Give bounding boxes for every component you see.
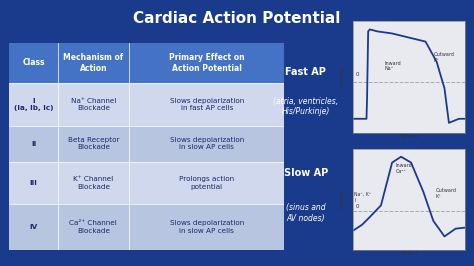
Text: Primary Effect on
Action Potential: Primary Effect on Action Potential (169, 53, 245, 73)
Text: Slow AP: Slow AP (283, 168, 328, 178)
Text: Inward
Ca²⁺: Inward Ca²⁺ (395, 163, 412, 174)
Text: Ca²⁺ Channel
Blockade: Ca²⁺ Channel Blockade (70, 221, 117, 234)
Text: K⁺ Channel
Blockade: K⁺ Channel Blockade (73, 176, 113, 190)
X-axis label: Time →: Time → (400, 134, 418, 139)
Bar (9, 43, 284, 83)
Bar (9, 126, 284, 162)
Text: Prolongs action
potential: Prolongs action potential (179, 176, 234, 190)
Text: Outward
K⁺: Outward K⁺ (436, 188, 456, 199)
Text: (atria, ventricles,
His/Purkinje): (atria, ventricles, His/Purkinje) (273, 97, 338, 116)
Text: Slows depolarization
in slow AP cells: Slows depolarization in slow AP cells (170, 221, 244, 234)
Text: Slows depolarization
in fast AP cells: Slows depolarization in fast AP cells (170, 98, 244, 111)
Text: Class: Class (22, 58, 45, 67)
Text: Beta Receptor
Blockade: Beta Receptor Blockade (68, 137, 119, 151)
Text: Na⁺ Channel
Blockade: Na⁺ Channel Blockade (71, 98, 116, 111)
Text: Inward
Na⁺: Inward Na⁺ (384, 61, 401, 71)
Text: II: II (31, 141, 36, 147)
Text: IV: IV (29, 224, 37, 230)
X-axis label: Time →: Time → (400, 251, 418, 256)
Text: Mechanism of
Action: Mechanism of Action (63, 53, 123, 73)
Text: III: III (29, 180, 37, 186)
Bar (9, 162, 284, 204)
Text: Slows depolarization
in slow AP cells: Slows depolarization in slow AP cells (170, 137, 244, 151)
Bar (9, 204, 284, 250)
Text: Voltage: Voltage (339, 68, 345, 86)
Text: 0: 0 (356, 72, 359, 77)
Text: Outward
K⁺: Outward K⁺ (433, 52, 455, 63)
Text: Voltage: Voltage (339, 190, 345, 209)
Text: Na⁺, K⁺
Iⁱ: Na⁺, K⁺ Iⁱ (354, 192, 372, 203)
Text: (sinus and
AV nodes): (sinus and AV nodes) (286, 203, 326, 222)
Bar (9, 83, 284, 126)
Text: Fast AP: Fast AP (285, 67, 326, 77)
Text: Cardiac Action Potential: Cardiac Action Potential (133, 11, 341, 26)
Text: 0: 0 (356, 203, 359, 209)
Text: I
(Ia, Ib, Ic): I (Ia, Ib, Ic) (14, 98, 53, 111)
